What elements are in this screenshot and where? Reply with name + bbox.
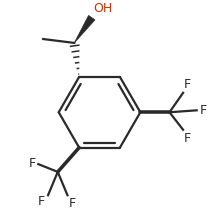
Text: F: F xyxy=(200,104,207,117)
Text: OH: OH xyxy=(94,2,113,15)
Text: F: F xyxy=(184,132,191,145)
Text: F: F xyxy=(28,157,35,170)
Text: F: F xyxy=(38,195,45,208)
Text: F: F xyxy=(68,197,76,210)
Polygon shape xyxy=(74,15,95,43)
Text: F: F xyxy=(184,78,191,91)
